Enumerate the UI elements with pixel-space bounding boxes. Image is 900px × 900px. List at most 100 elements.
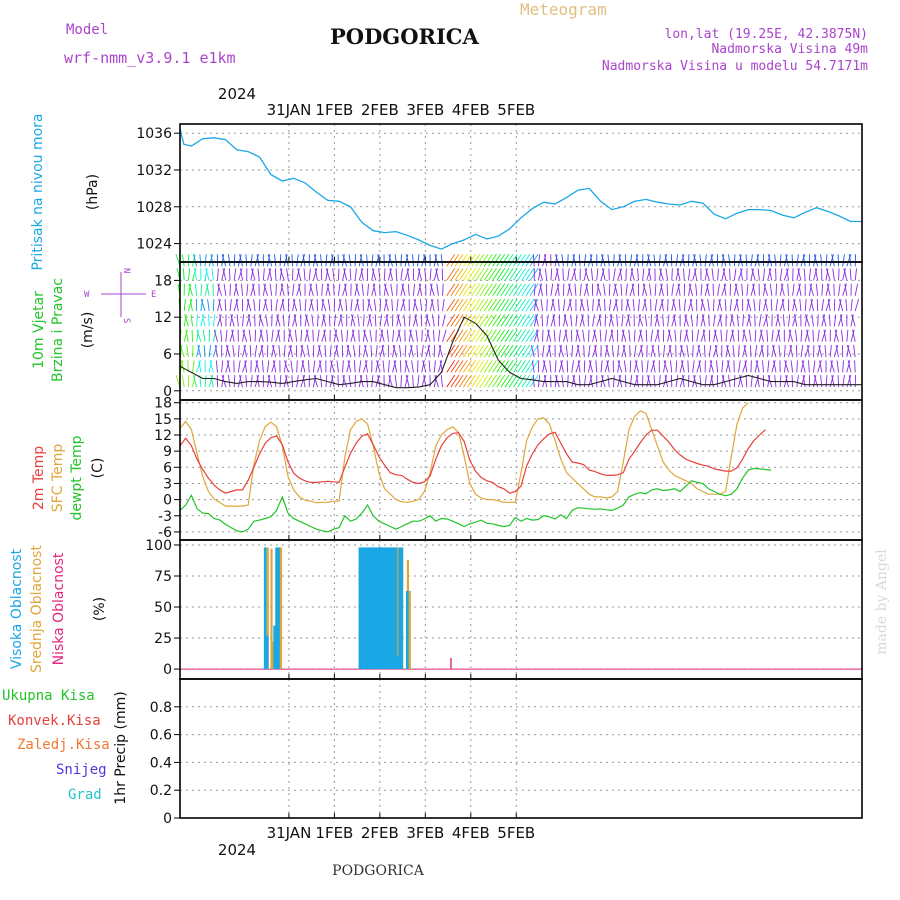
wind-vector [546, 299, 548, 312]
wind-vector [550, 298, 555, 312]
wind-vector [431, 314, 435, 327]
wind-vector [768, 268, 773, 281]
wind-vector [387, 254, 391, 267]
wind-vector [755, 360, 760, 373]
wind-vector [194, 268, 198, 281]
wind-vector [679, 329, 682, 342]
wind-vector [654, 283, 657, 296]
wind-vector [715, 344, 719, 358]
wind-vector [517, 374, 526, 388]
wind-vector [488, 360, 497, 373]
wind-vector [801, 360, 806, 373]
precip-ytick-label: 0 [163, 811, 172, 827]
wind-vector [617, 268, 623, 281]
t2m-line [179, 429, 766, 494]
wind-vector [763, 268, 765, 281]
cloud-high-bar [405, 590, 409, 670]
wind-vector [467, 329, 476, 342]
wind-vector [588, 254, 593, 267]
wind-vector [559, 344, 564, 358]
wind-vector [633, 329, 636, 342]
cloud-high-bar [386, 547, 390, 670]
wind-vector [233, 283, 238, 296]
wind-vector [548, 344, 552, 358]
wind-vector [321, 298, 327, 312]
wind-vector [521, 254, 531, 267]
wind-vector [239, 375, 243, 388]
wind-vector [688, 298, 693, 312]
wind-vector [312, 360, 316, 373]
wind-vector [435, 268, 439, 281]
wind-vector [446, 314, 456, 327]
wind-vector [483, 360, 493, 373]
wind-vector [800, 344, 804, 358]
wind-vector [504, 298, 514, 312]
wind-vector [197, 344, 202, 358]
wind-vector [317, 329, 320, 342]
wind-vector [200, 298, 206, 312]
wind-vector [217, 298, 221, 312]
wind-vector [639, 329, 644, 342]
wind-vector [521, 329, 531, 342]
wind-vector [304, 314, 308, 327]
wind-vector [788, 329, 792, 342]
wind-vector [379, 299, 382, 312]
wind-vector [513, 344, 522, 358]
wind-vector [242, 344, 246, 358]
wind-vector [821, 329, 827, 342]
wind-vector [517, 254, 526, 267]
wind-vector [792, 314, 797, 327]
wind-vector [467, 283, 476, 296]
wind-vector [525, 329, 535, 342]
wind-vector [689, 298, 694, 312]
wind-vector [665, 268, 669, 281]
pressure-line [179, 128, 862, 250]
wind-vector [421, 374, 426, 388]
wind-vector [268, 268, 273, 281]
bottom-date-label: 1FEB [315, 824, 353, 842]
wind-vector [412, 375, 414, 388]
wind-vector [663, 375, 668, 388]
wind-vector [833, 329, 838, 342]
wind-vector [775, 314, 780, 327]
wind-vector [321, 314, 325, 327]
wind-vector [517, 283, 526, 296]
wind-vector [604, 360, 609, 373]
wind-vector [343, 268, 348, 281]
wind-vector [496, 254, 506, 267]
wind-vector [521, 360, 531, 373]
wind-vector [383, 283, 389, 296]
wind-vector [377, 254, 381, 267]
wind-vector [743, 344, 748, 358]
wind-vector [667, 344, 672, 358]
wind-vector [821, 283, 824, 296]
wind-vector [754, 345, 758, 358]
wind-vector [661, 298, 664, 312]
wind-vector [770, 299, 773, 312]
wind-vector [656, 329, 660, 342]
wind-vector [733, 298, 739, 312]
wind-vector [496, 329, 506, 342]
pressure-panel-labels: Pritisak na nivou mora (hPa) [30, 113, 101, 270]
wind-vector [354, 268, 357, 281]
wind-vector [458, 254, 468, 267]
wind-vector [242, 314, 244, 327]
wind-vector [475, 298, 485, 312]
wind-vector [564, 329, 569, 342]
wind-vector [554, 254, 558, 267]
wind-vector [521, 344, 531, 358]
wind-vector [771, 329, 774, 342]
wind-vector [684, 314, 689, 327]
wind-vector [337, 283, 341, 296]
wind-vector [758, 314, 762, 327]
wind-vector [721, 360, 724, 373]
wind-vector [517, 329, 526, 342]
wind-vector [283, 360, 287, 373]
wind-vector [813, 254, 819, 267]
wind-vector [525, 374, 535, 388]
wind-vector [249, 345, 252, 358]
wind-vector [374, 314, 377, 327]
wind-vector [345, 299, 348, 312]
wind-vector [693, 254, 698, 267]
precip-ytick-label: 0.6 [150, 728, 172, 744]
